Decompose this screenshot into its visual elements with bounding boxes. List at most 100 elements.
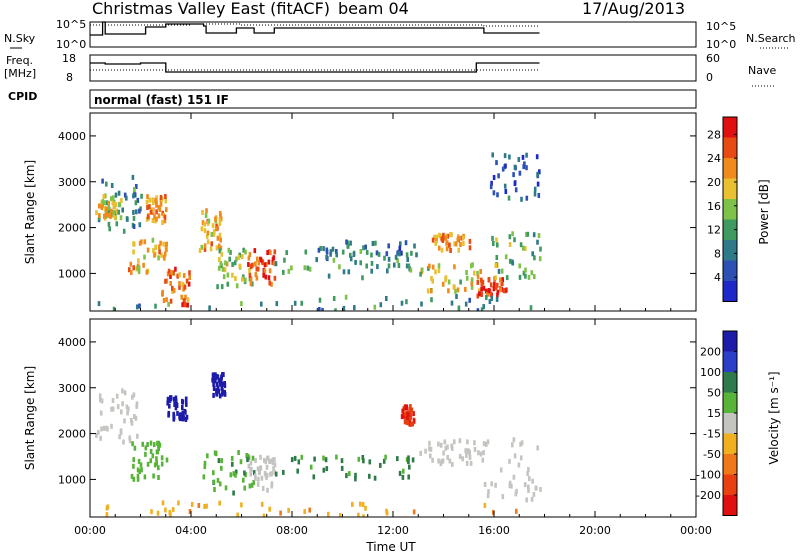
heatmap-cell-5 (263, 457, 266, 463)
heatmap-cell-1 (110, 196, 113, 202)
heatmap-cell-13 (513, 237, 516, 243)
heatmap-cell-7 (254, 272, 258, 278)
heatmap-cell-3 (155, 209, 158, 215)
heatmap-cell-3 (223, 391, 227, 397)
heatmap-cell-4 (246, 453, 250, 459)
heatmap-cell-4 (232, 471, 236, 477)
heatmap-cell-0 (134, 415, 138, 421)
y-tick-label: 1000 (58, 267, 86, 280)
heatmap-cell-1 (102, 194, 106, 199)
heatmap-cell-9 (319, 245, 322, 251)
heatmap-cell-9 (508, 458, 511, 464)
heatmap-cell-6 (235, 256, 238, 262)
heatmap-cell-2 (172, 411, 175, 417)
heatmap-cell-10 (470, 284, 474, 290)
heatmap-cell-3 (220, 381, 223, 387)
heatmap-cell-3 (216, 374, 220, 380)
heatmap-cell-0 (122, 439, 125, 445)
heatmap-cell-0 (121, 401, 124, 407)
heatmap-cell-10 (452, 284, 456, 290)
heatmap-cell-5 (265, 472, 269, 478)
heatmap-cell-3 (215, 381, 219, 387)
velocity-colorbar-tick: -15 (703, 428, 721, 441)
heatmap-cell-8 (329, 251, 332, 257)
y-tick-label: 3000 (58, 382, 86, 395)
power-colorbar-swatch (723, 219, 737, 240)
heatmap-cell-1 (101, 202, 104, 208)
heatmap-cell-8 (441, 458, 445, 464)
heatmap-cell-8 (370, 260, 374, 266)
heatmap-cell-13 (504, 254, 508, 260)
heatmap-cell-10 (339, 513, 342, 517)
heatmap-cell-6 (324, 457, 328, 463)
heatmap-cell-1 (140, 467, 143, 473)
heatmap-cell-13 (518, 274, 522, 280)
heatmap-cell-0 (125, 195, 128, 201)
heatmap-cell-8 (473, 440, 476, 446)
heatmap-cell-7 (271, 260, 274, 265)
heatmap-cell-7 (262, 272, 265, 278)
heatmap-cell-8 (285, 250, 288, 256)
heatmap-cell-4 (234, 472, 237, 478)
heatmap-cell-0 (105, 181, 108, 187)
heatmap-cell-8 (443, 439, 447, 445)
heatmap-cell-1 (110, 208, 113, 214)
heatmap-cell-5 (265, 464, 269, 470)
heatmap-cell-6 (379, 462, 382, 468)
heatmap-cell-4 (162, 298, 166, 303)
heatmap-cell-5 (210, 241, 213, 247)
nave-lo-label: 0 (706, 71, 713, 84)
heatmap-cell-8 (354, 259, 357, 265)
heatmap-cell-10 (105, 505, 109, 511)
heatmap-cell-3 (146, 214, 150, 220)
heatmap-cell-2 (145, 269, 149, 275)
heatmap-cell-4 (213, 487, 216, 492)
heatmap-cell-5 (206, 230, 210, 236)
heatmap-cell-2 (143, 254, 146, 260)
heatmap-cell-2 (132, 265, 135, 271)
heatmap-cell-1 (133, 445, 137, 451)
heatmap-cell-9 (415, 252, 418, 258)
heatmap-cell-5 (257, 476, 260, 482)
heatmap-cell-0 (114, 192, 118, 198)
power-ylabel: Slant Range [km] (23, 160, 37, 264)
heatmap-cell-1 (112, 212, 115, 218)
heatmap-cell-4 (181, 302, 184, 308)
heatmap-cell-4 (206, 453, 209, 459)
heatmap-cell-0 (126, 216, 129, 222)
heatmap-cell-2 (174, 395, 178, 401)
heatmap-cell-7 (410, 407, 414, 413)
heatmap-cell-5 (204, 213, 208, 219)
heatmap-cell-12 (489, 282, 493, 288)
heatmap-cell-8 (376, 264, 379, 270)
heatmap-cell-13 (524, 246, 527, 251)
heatmap-cell-6 (225, 261, 229, 267)
heatmap-cell-7 (411, 421, 415, 427)
heatmap-cell-2 (184, 398, 188, 404)
heatmap-cell-8 (469, 460, 473, 466)
heatmap-cell-4 (239, 459, 243, 465)
heatmap-cell-3 (214, 375, 217, 381)
heatmap-cell-15 (353, 305, 356, 311)
heatmap-cell-5 (217, 243, 221, 249)
heatmap-cell-6 (218, 248, 222, 254)
heatmap-cell-5 (273, 469, 276, 475)
heatmap-cell-0 (128, 438, 132, 444)
heatmap-cell-1 (165, 457, 169, 463)
heatmap-cell-2 (157, 244, 161, 250)
heatmap-cell-10 (471, 262, 474, 268)
heatmap-cell-3 (151, 197, 154, 203)
heatmap-cell-10 (236, 512, 239, 517)
heatmap-cell-5 (207, 218, 211, 224)
y-tick-label: 4000 (58, 130, 86, 143)
heatmap-cell-11 (433, 234, 436, 240)
heatmap-cell-5 (205, 233, 209, 239)
heatmap-cell-2 (132, 241, 136, 247)
velocity-colorbar-tick: 200 (700, 346, 721, 359)
heatmap-cell-4 (182, 286, 185, 292)
heatmap-cell-15 (373, 304, 377, 310)
x-tick-label: 00:00 (680, 524, 712, 537)
velocity-colorbar-swatch (723, 474, 737, 495)
velocity-colorbar-tick: 50 (707, 387, 721, 400)
heatmap-cell-8 (465, 453, 468, 458)
